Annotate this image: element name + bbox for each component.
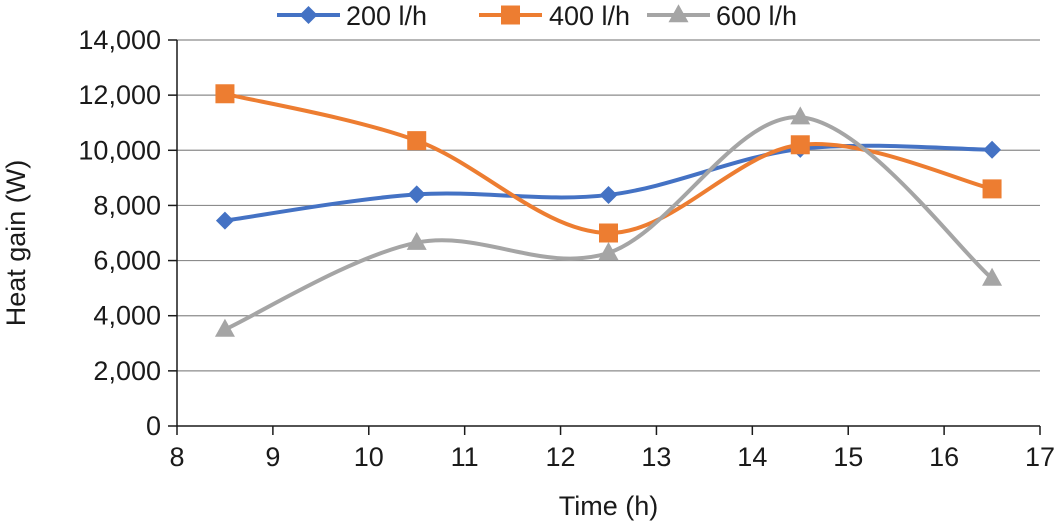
legend-item: 200 l/h (277, 1, 427, 31)
y-tick-label: 4,000 (93, 301, 161, 331)
legend-item: 600 l/h (647, 1, 797, 31)
x-tick-label: 14 (737, 442, 767, 472)
series-line (224, 91, 993, 236)
data-point (983, 140, 1002, 159)
data-point (215, 84, 235, 104)
axes (176, 40, 1040, 427)
data-point (598, 242, 619, 261)
legend-marker (501, 5, 520, 25)
legend-item: 400 l/h (479, 1, 630, 31)
legend-label: 200 l/h (346, 1, 427, 31)
x-tick-label: 15 (833, 442, 863, 472)
y-tick-label: 2,000 (93, 356, 161, 386)
y-tick-label: 12,000 (78, 80, 161, 110)
x-tick-label: 17 (1025, 442, 1055, 472)
legend-marker (668, 4, 689, 23)
data-point (599, 223, 618, 243)
data-point (407, 185, 426, 204)
data-point (407, 131, 427, 151)
y-tick-label: 0 (146, 411, 161, 441)
grid-lines (177, 39, 1040, 372)
x-tick-label: 13 (641, 442, 671, 472)
data-point (982, 179, 1002, 199)
x-tick-label: 12 (546, 442, 576, 472)
legend-marker (299, 6, 318, 24)
legend-label: 400 l/h (549, 1, 630, 31)
y-tick-label: 8,000 (93, 190, 161, 220)
data-point (790, 135, 810, 155)
series-line (224, 115, 994, 332)
y-tick-label: 10,000 (78, 135, 161, 165)
data-point (790, 106, 811, 125)
x-axis-ticks: 8 9 10 11 12 13 14 15 16 17 (169, 426, 1055, 472)
x-tick-label: 11 (451, 442, 479, 472)
series-group (214, 84, 1003, 337)
y-tick-label: 6,000 (93, 246, 161, 276)
legend-label: 600 l/h (716, 1, 797, 31)
y-tick-label: 14,000 (78, 25, 161, 55)
x-tick-label: 16 (929, 442, 959, 472)
x-tick-label: 10 (354, 442, 384, 472)
series-600-l-h (214, 106, 1003, 337)
series-line (224, 143, 993, 223)
x-axis-title: Time (h) (559, 491, 659, 521)
data-point (982, 267, 1003, 286)
data-point (599, 185, 618, 204)
x-tick-label: 9 (265, 442, 280, 472)
legend: 200 l/h 400 l/h 600 l/h (277, 1, 797, 31)
y-axis-title: Heat gain (W) (1, 160, 31, 327)
data-point (214, 318, 235, 337)
y-axis-ticks: 0 2,000 4,000 6,000 8,000 10,000 12,000 14,000 (78, 25, 177, 441)
data-point (406, 231, 427, 250)
x-tick-label: 8 (169, 442, 184, 472)
data-point (215, 211, 234, 230)
